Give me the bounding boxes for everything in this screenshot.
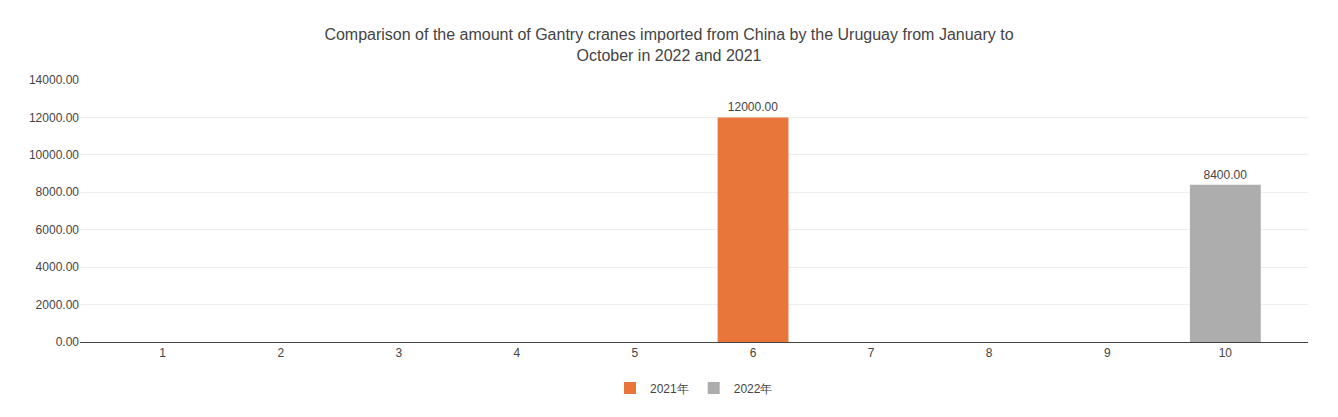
svg-text:4000.00: 4000.00 [36,260,80,274]
svg-text:10: 10 [1219,346,1233,360]
svg-text:12000.00: 12000.00 [728,100,778,114]
svg-text:Comparison of the amount of Ga: Comparison of the amount of Gantry crane… [324,26,1013,64]
svg-text:14000.00: 14000.00 [29,73,79,87]
svg-text:1: 1 [159,346,166,360]
svg-text:2022年: 2022年 [734,382,773,396]
svg-text:6000.00: 6000.00 [36,223,80,237]
svg-text:0.00: 0.00 [56,335,80,349]
svg-text:8000.00: 8000.00 [36,185,80,199]
svg-text:6: 6 [750,346,757,360]
svg-text:3: 3 [395,346,402,360]
svg-text:2: 2 [277,346,284,360]
svg-text:7: 7 [868,346,875,360]
svg-text:8400.00: 8400.00 [1203,168,1247,182]
svg-text:2000.00: 2000.00 [36,298,80,312]
svg-text:10000.00: 10000.00 [29,148,79,162]
svg-text:2021年: 2021年 [650,382,689,396]
svg-text:4: 4 [514,346,521,360]
svg-text:12000.00: 12000.00 [29,111,79,125]
svg-text:5: 5 [632,346,639,360]
svg-text:8: 8 [986,346,993,360]
svg-text:9: 9 [1104,346,1111,360]
